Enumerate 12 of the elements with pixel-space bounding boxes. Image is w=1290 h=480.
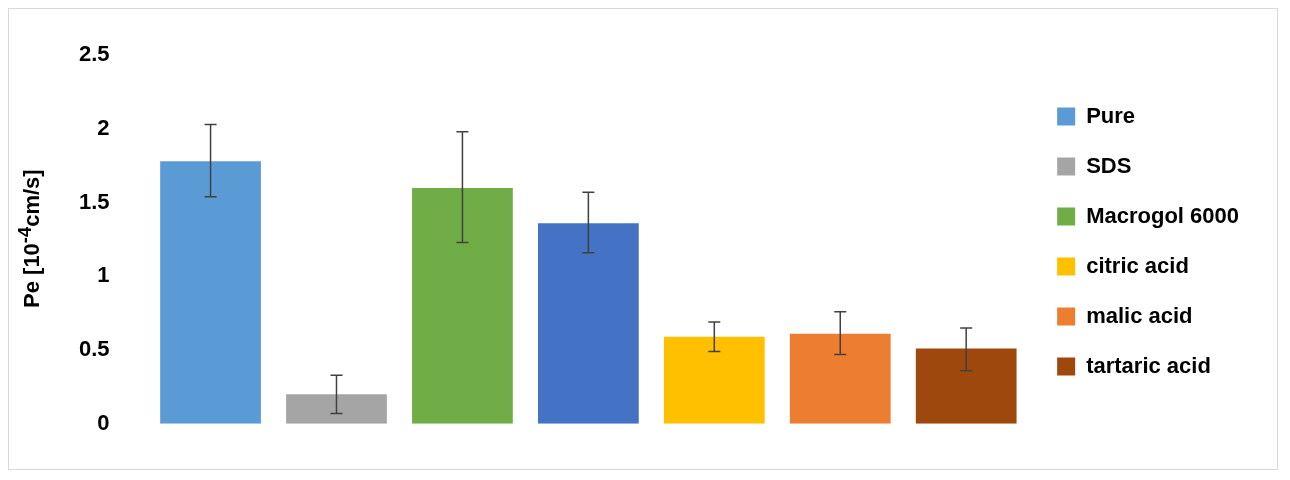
legend-label: Pure xyxy=(1086,102,1136,128)
legend-label: malic acid xyxy=(1086,302,1193,328)
legend-label: tartaric acid xyxy=(1086,352,1211,378)
legend-label: Macrogol 6000 xyxy=(1086,202,1239,228)
y-tick-label: 2.5 xyxy=(78,40,110,66)
y-tick-label: 1.5 xyxy=(78,188,110,214)
y-tick-label: 0 xyxy=(97,409,110,435)
y-tick-label: 0.5 xyxy=(78,335,110,361)
legend-label: citric acid xyxy=(1086,252,1189,278)
y-tick-label: 2 xyxy=(97,114,110,140)
y-tick-label: 1 xyxy=(97,261,110,287)
legend-label: SDS xyxy=(1086,152,1132,178)
